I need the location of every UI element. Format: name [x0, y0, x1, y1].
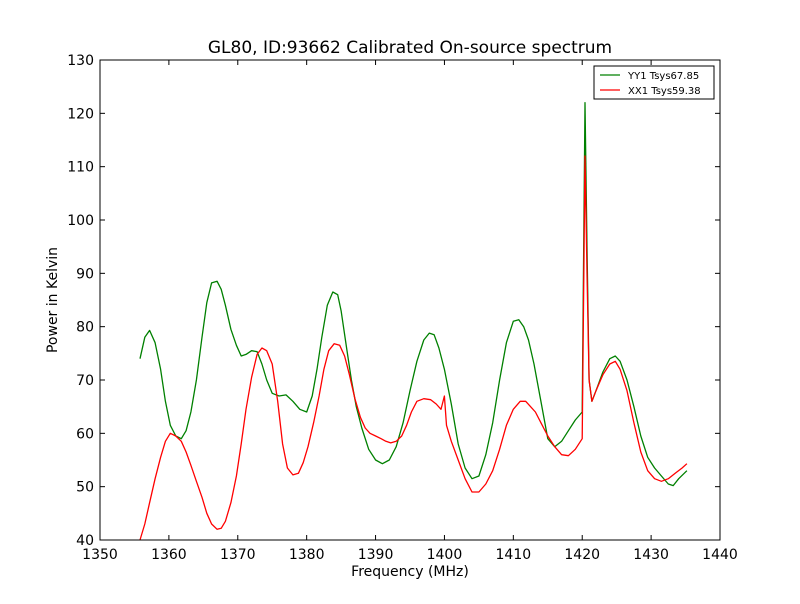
series-line-yy1 — [139, 102, 688, 487]
legend: YY1 Tsys67.85 XX1 Tsys59.38 — [593, 65, 715, 100]
x-tick-label: 1430 — [633, 547, 669, 563]
y-tick-label: 40 — [76, 533, 94, 549]
legend-box — [593, 65, 715, 100]
y-tick-label: 120 — [67, 106, 94, 122]
x-tick-label: 1360 — [151, 547, 187, 563]
y-tick-label: 50 — [76, 480, 94, 496]
x-tick-label: 1380 — [289, 547, 325, 563]
y-axis-label: Power in Kelvin — [45, 247, 61, 353]
x-tick-label: 1410 — [496, 547, 532, 563]
series-line-xx1 — [139, 155, 688, 541]
chart-title: GL80, ID:93662 Calibrated On-source spec… — [208, 38, 612, 58]
y-tick-label: 100 — [67, 213, 94, 229]
y-tick-label: 90 — [76, 266, 94, 282]
x-tick-label: 1420 — [564, 547, 600, 563]
legend-label: YY1 Tsys67.85 — [627, 71, 699, 82]
x-tick-label: 1370 — [220, 547, 256, 563]
y-tick-label: 80 — [76, 320, 94, 336]
ticks-layer: 1350 1360 1370 1380 1390 1400 1410 1420 1430 1440… — [67, 53, 738, 563]
x-axis-label: Frequency (MHz) — [351, 564, 469, 580]
series-layer — [139, 102, 688, 541]
x-tick-label: 1390 — [358, 547, 394, 563]
y-tick-label: 70 — [76, 373, 94, 389]
x-tick-label: 1350 — [82, 547, 118, 563]
legend-label: XX1 Tsys59.38 — [628, 86, 701, 97]
plot-frame — [99, 59, 721, 541]
y-tick-label: 60 — [76, 426, 94, 442]
y-tick-label: 110 — [67, 160, 94, 176]
x-tick-label: 1440 — [702, 547, 738, 563]
y-tick-label: 130 — [67, 53, 94, 69]
x-tick-label: 1400 — [427, 547, 463, 563]
